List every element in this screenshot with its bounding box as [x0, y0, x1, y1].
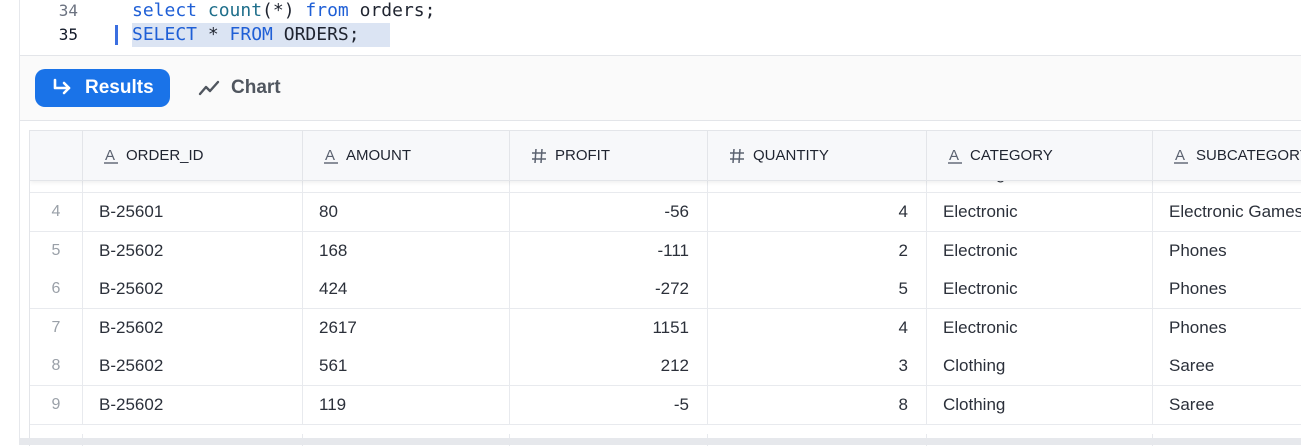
- column-header-quantity[interactable]: QUANTITY: [708, 131, 927, 180]
- table-cell[interactable]: B-25602: [83, 231, 303, 270]
- svg-text:A: A: [1175, 147, 1185, 164]
- table-cell[interactable]: 2: [708, 231, 927, 270]
- row-index: 4: [30, 193, 83, 231]
- column-name: PROFIT: [555, 147, 610, 164]
- table-cell[interactable]: 4: [708, 193, 927, 231]
- table-cell[interactable]: B-25602: [83, 347, 303, 385]
- table-cell[interactable]: -5: [510, 385, 708, 424]
- table-cell[interactable]: B-25602: [83, 385, 303, 424]
- column-name: CATEGORY: [970, 147, 1053, 164]
- code-token: *: [197, 24, 230, 45]
- table-cell[interactable]: 119: [303, 385, 510, 424]
- row-index: 6: [30, 270, 83, 308]
- table-row[interactable]: 7 B-25602 2617 1151 4 Electronic Phones: [30, 308, 1301, 348]
- table-cell[interactable]: 2617: [303, 308, 510, 347]
- table-cell[interactable]: Saree: [1153, 347, 1301, 385]
- table-cell[interactable]: -111: [510, 231, 708, 270]
- column-header-profit[interactable]: PROFIT: [510, 131, 708, 180]
- code-text[interactable]: select count(*) from orders;: [132, 0, 435, 23]
- sql-editor[interactable]: 34 select count(*) from orders; 35 SELEC…: [20, 0, 1301, 56]
- table-cell[interactable]: Saree: [1153, 386, 1301, 424]
- chart-tab-button[interactable]: Chart: [198, 69, 281, 107]
- column-name: AMOUNT: [346, 147, 411, 164]
- column-name: QUANTITY: [753, 147, 829, 164]
- table-cell[interactable]: 80: [303, 193, 510, 231]
- table-cell[interactable]: Electronic: [927, 231, 1153, 270]
- table-cell[interactable]: Electronic: [927, 270, 1153, 308]
- text-type-icon: A: [1174, 147, 1188, 164]
- column-header-order-id[interactable]: A ORDER_ID: [83, 131, 303, 180]
- code-token: select: [132, 0, 208, 21]
- results-label: Results: [85, 77, 154, 98]
- table-row[interactable]: 9 B-25602 119 -5 8 Clothing Saree: [30, 385, 1301, 425]
- left-gutter: [0, 0, 20, 445]
- selected-code-text[interactable]: SELECT * FROM ORDERS;: [132, 23, 390, 47]
- code-token: SELECT: [132, 24, 198, 45]
- table-row[interactable]: 5 B-25602 168 -111 2 Electronic Phones: [30, 231, 1301, 271]
- results-grid[interactable]: A ORDER_ID A AMOUNT PROFIT QUANTITY A CA…: [29, 130, 1301, 446]
- table-row[interactable]: 4 B-25601 80 -56 4 Electronic Electronic Games: [30, 193, 1301, 232]
- current-line-marker: [115, 25, 118, 45]
- chart-label: Chart: [231, 77, 281, 98]
- table-cell[interactable]: Phones: [1153, 309, 1301, 347]
- table-cell[interactable]: 8: [708, 385, 927, 424]
- table-cell[interactable]: 424: [303, 270, 510, 308]
- code-token: orders;: [348, 0, 436, 21]
- column-name: ORDER_ID: [126, 147, 204, 164]
- column-header-subcategory[interactable]: A SUBCATEGORY: [1153, 131, 1301, 180]
- table-cell[interactable]: -272: [510, 270, 708, 308]
- row-index-header: [30, 131, 83, 180]
- code-token: ORDERS;: [272, 24, 360, 45]
- table-cell[interactable]: Electronic: [927, 308, 1153, 347]
- text-type-icon: A: [948, 147, 962, 164]
- line-chart-icon: [198, 80, 220, 96]
- row-index: 5: [30, 231, 83, 270]
- results-toolbar: Results Chart: [20, 56, 1301, 121]
- text-type-icon: A: [324, 147, 338, 164]
- code-line-34[interactable]: 34 select count(*) from orders;: [20, 0, 1301, 23]
- table-cell[interactable]: B-25602: [83, 270, 303, 308]
- code-token: FROM: [229, 24, 273, 45]
- table-cell[interactable]: B-25602: [83, 308, 303, 347]
- table-cell[interactable]: 212: [510, 347, 708, 385]
- table-cell[interactable]: 168: [303, 231, 510, 270]
- svg-text:A: A: [325, 147, 335, 164]
- code-line-35[interactable]: 35 SELECT * FROM ORDERS;: [20, 23, 1301, 47]
- svg-text:A: A: [105, 147, 115, 164]
- table-row[interactable]: 6 B-25602 424 -272 5 Electronic Phones: [30, 270, 1301, 309]
- table-cell[interactable]: 561: [303, 347, 510, 385]
- table-cell[interactable]: Phones: [1153, 270, 1301, 308]
- column-header-amount[interactable]: A AMOUNT: [303, 131, 510, 180]
- number-type-icon: [532, 148, 546, 163]
- results-tab-button[interactable]: Results: [35, 69, 170, 107]
- table-cell[interactable]: B-25601: [83, 193, 303, 231]
- table-cell[interactable]: Clothing: [927, 347, 1153, 385]
- grid-header: A ORDER_ID A AMOUNT PROFIT QUANTITY A CA…: [30, 131, 1301, 181]
- text-type-icon: A: [104, 147, 118, 164]
- return-arrow-icon: [53, 78, 71, 95]
- table-cell[interactable]: 5: [708, 270, 927, 308]
- code-token: (*): [262, 0, 306, 21]
- svg-text:A: A: [949, 147, 959, 164]
- row-index: 9: [30, 385, 83, 424]
- column-header-category[interactable]: A CATEGORY: [927, 131, 1153, 180]
- column-name: SUBCATEGORY: [1196, 147, 1301, 164]
- code-token: count: [207, 0, 263, 21]
- line-number: 34: [58, 1, 78, 20]
- table-cell[interactable]: 3: [708, 347, 927, 385]
- table-cell[interactable]: 4: [708, 308, 927, 347]
- row-index: 7: [30, 308, 83, 347]
- table-row[interactable]: 8 B-25602 561 212 3 Clothing Saree: [30, 347, 1301, 386]
- code-token: from: [305, 0, 349, 21]
- table-cell[interactable]: 1151: [510, 308, 708, 347]
- horizontal-scrollbar[interactable]: [20, 438, 1301, 445]
- table-cell[interactable]: Electronic: [927, 193, 1153, 231]
- number-type-icon: [730, 148, 744, 163]
- line-number: 35: [58, 25, 78, 44]
- row-index: 8: [30, 347, 83, 385]
- table-cell[interactable]: -56: [510, 193, 708, 231]
- table-cell[interactable]: Electronic Games: [1153, 193, 1301, 231]
- table-cell[interactable]: Clothing: [927, 385, 1153, 424]
- table-cell[interactable]: Phones: [1153, 232, 1301, 270]
